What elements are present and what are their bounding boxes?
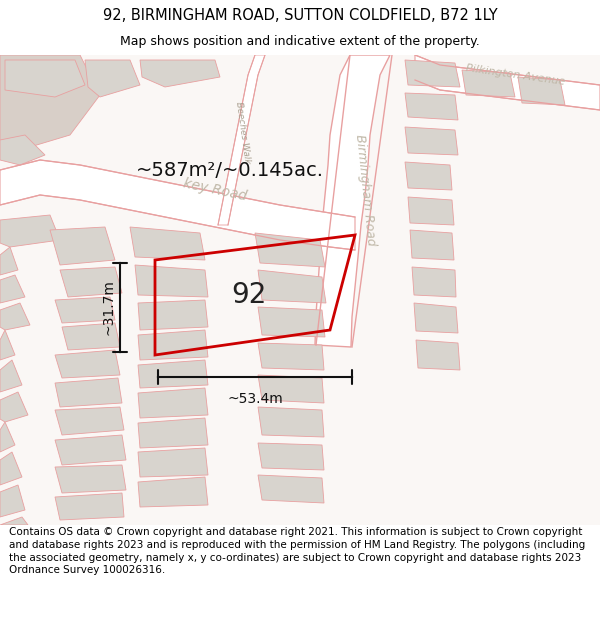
Polygon shape: [55, 350, 120, 378]
Polygon shape: [138, 360, 208, 388]
Polygon shape: [415, 55, 600, 110]
Text: Beeches Walk: Beeches Walk: [234, 101, 252, 164]
Polygon shape: [0, 485, 25, 517]
Polygon shape: [405, 162, 452, 190]
Polygon shape: [0, 135, 45, 165]
Polygon shape: [138, 418, 208, 448]
Text: Map shows position and indicative extent of the property.: Map shows position and indicative extent…: [120, 35, 480, 48]
Polygon shape: [138, 388, 208, 418]
Polygon shape: [258, 475, 324, 503]
Polygon shape: [55, 465, 126, 493]
Text: Contains OS data © Crown copyright and database right 2021. This information is : Contains OS data © Crown copyright and d…: [9, 527, 585, 576]
Polygon shape: [0, 330, 15, 360]
Polygon shape: [258, 307, 325, 337]
Text: key Road: key Road: [182, 176, 248, 204]
Polygon shape: [462, 70, 515, 97]
Polygon shape: [130, 227, 205, 260]
Polygon shape: [414, 303, 458, 333]
Polygon shape: [138, 448, 208, 477]
Text: Pilkington Avenue: Pilkington Avenue: [464, 63, 565, 87]
Polygon shape: [518, 77, 565, 105]
Polygon shape: [410, 230, 454, 260]
Polygon shape: [138, 330, 208, 360]
Polygon shape: [416, 340, 460, 370]
Polygon shape: [0, 55, 600, 525]
Polygon shape: [135, 265, 208, 297]
Polygon shape: [405, 60, 460, 87]
Polygon shape: [0, 517, 28, 525]
Text: 92: 92: [231, 281, 266, 309]
Polygon shape: [0, 275, 25, 303]
Polygon shape: [55, 435, 126, 465]
Polygon shape: [55, 493, 124, 520]
Text: ~31.7m: ~31.7m: [101, 279, 115, 336]
Polygon shape: [138, 300, 208, 330]
Polygon shape: [258, 375, 324, 403]
Polygon shape: [218, 55, 265, 225]
Text: ~53.4m: ~53.4m: [227, 392, 283, 406]
Polygon shape: [55, 297, 115, 323]
Polygon shape: [0, 247, 18, 275]
Polygon shape: [62, 323, 120, 350]
Polygon shape: [258, 443, 324, 470]
Polygon shape: [258, 343, 324, 370]
Polygon shape: [315, 55, 390, 347]
Text: ~587m²/~0.145ac.: ~587m²/~0.145ac.: [136, 161, 324, 179]
Polygon shape: [60, 267, 122, 297]
Polygon shape: [0, 422, 15, 452]
Polygon shape: [255, 233, 325, 267]
Text: 92, BIRMINGHAM ROAD, SUTTON COLDFIELD, B72 1LY: 92, BIRMINGHAM ROAD, SUTTON COLDFIELD, B…: [103, 8, 497, 23]
Polygon shape: [0, 452, 22, 485]
Polygon shape: [405, 127, 458, 155]
Polygon shape: [55, 378, 122, 407]
Polygon shape: [405, 93, 458, 120]
Polygon shape: [138, 477, 208, 507]
Polygon shape: [0, 303, 30, 330]
Text: Birmingham Road: Birmingham Road: [353, 134, 377, 246]
Polygon shape: [0, 360, 22, 392]
Polygon shape: [50, 227, 115, 265]
Polygon shape: [85, 60, 140, 97]
Polygon shape: [258, 407, 324, 437]
Polygon shape: [0, 55, 100, 150]
Polygon shape: [412, 267, 456, 297]
Polygon shape: [408, 197, 454, 225]
Polygon shape: [140, 60, 220, 87]
Polygon shape: [0, 215, 60, 247]
Polygon shape: [55, 407, 124, 435]
Polygon shape: [0, 160, 355, 250]
Polygon shape: [5, 60, 85, 97]
Polygon shape: [0, 392, 28, 422]
Polygon shape: [258, 270, 326, 303]
